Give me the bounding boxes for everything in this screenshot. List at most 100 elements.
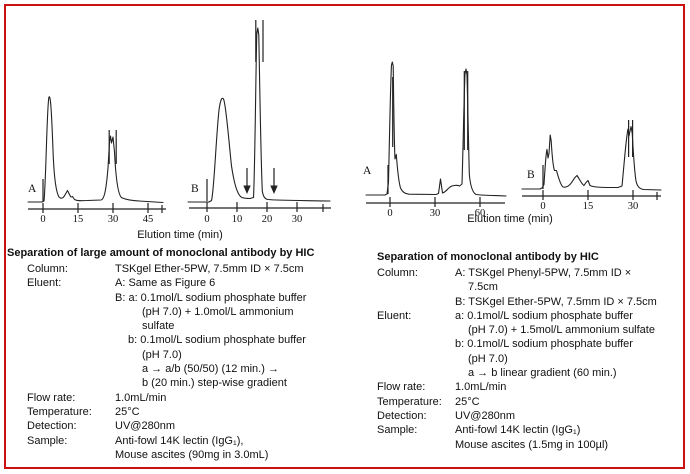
trace-path [187,27,331,203]
caption-title-left: Separation of large amount of monoclonal… [7,247,315,259]
spec-row: b (20 min.) step-wise gradient [27,376,357,390]
elution-time-axis-label-left: Elution time (min) [137,229,223,241]
spec-row: (pH 7.0) [377,352,683,366]
caption-specs-right: Column: A: TSKgel Phenyl-5PW, 7.5mm ID × … [377,266,683,452]
x-axis [28,203,166,213]
spec-label [27,376,115,390]
spec-label [377,352,455,366]
spec-value: 25°C [115,405,140,418]
spec-value: UV@280nm [455,409,516,422]
spec-row: a → a/b (50/50) (12 min.) → [27,362,357,376]
elution-time-axis-label-right: Elution time (min) [467,213,553,225]
spec-row: Detection: UV@280nm [377,409,683,423]
spec-value: b (20 min.) step-wise gradient [142,377,287,390]
spec-value: A: Same as Figure 6 [115,277,216,290]
x-tick-label: 15 [73,214,84,225]
spec-label [377,280,455,294]
trace-path [365,61,507,197]
injection-and-offscale-marks [542,120,634,189]
caption-title-right: Separation of monoclonal antibody by HIC [377,251,599,263]
spec-row: B: TSKgel Ether-5PW, 7.5mm ID × 7.5cm [377,295,683,309]
trace-path [27,96,164,204]
spec-value: Mouse ascites (1.5mg in 100µl) [455,438,609,451]
x-tick-label: 20 [262,214,273,225]
spec-label [377,366,455,380]
spec-value: Mouse ascites (90mg in 3.0mL) [115,448,269,461]
chromatogram-right-a: A 0 30 60 [363,61,507,219]
x-tick-label: 0 [40,214,45,225]
injection-and-offscale-marks [206,20,264,201]
caption-specs-left: Column: TSKgel Ether-5PW, 7.5mm ID × 7.5c… [27,262,357,462]
spec-value: TSKgel Ether-5PW, 7.5mm ID × 7.5cm [115,263,304,275]
down-arrow-head [270,185,278,194]
x-tick-label: 30 [108,214,119,225]
chromatogram-left-a: A 0 15 30 45 [27,96,166,225]
spec-value: (pH 7.0) + 1.5mol/L ammonium sulfate [468,324,655,337]
panel-label: A [363,165,372,177]
spec-value: (pH 7.0) [468,352,508,365]
injection-and-offscale-marks [387,71,469,194]
spec-label [27,291,115,305]
spec-value: (pH 7.0) [142,348,182,361]
spec-value: UV@280nm [115,420,176,433]
chromatogram-left-b: B 0 10 20 30 [187,20,331,225]
panel-label: A [28,183,37,195]
spec-row: Column: A: TSKgel Phenyl-5PW, 7.5mm ID × [377,266,683,280]
spec-label [27,319,115,333]
spec-value: 25°C [455,395,480,408]
spec-label [27,348,115,362]
x-tick-label: 10 [232,214,243,225]
x-axis [522,190,661,200]
down-arrow-head [243,185,251,194]
spec-label: Sample: [377,424,418,437]
spec-value: B: TSKgel Ether-5PW, 7.5mm ID × 7.5cm [455,295,657,308]
spec-label [27,448,115,462]
spec-row: (pH 7.0) + 1.5mol/L ammonium sulfate [377,323,683,337]
spec-row: b: 0.1mol/L sodium phosphate buffer [377,337,683,351]
spec-label: Sample: [27,434,68,447]
spec-value: B: a: 0.1mol/L sodium phosphate buffer [115,291,307,304]
x-tick-label: 45 [143,214,154,225]
spec-value: 1.0mL/min [115,391,167,404]
spec-label: Eluent: [27,277,62,290]
x-tick-label: 0 [540,201,545,212]
down-arrow-shafts [246,168,275,187]
spec-label: Flow rate: [377,381,426,394]
spec-row: Mouse ascites (90mg in 3.0mL) [27,448,357,462]
spec-label: Column: [377,267,418,279]
x-tick-label: 30 [292,214,303,225]
x-tick-label: 0 [204,214,209,225]
spec-label: Eluent: [377,309,412,322]
spec-label: Column: [27,263,68,275]
spec-label [27,305,115,319]
panel-label: B [527,169,535,181]
spec-row: Mouse ascites (1.5mg in 100µl) [377,438,683,452]
x-tick-label: 30 [628,201,639,212]
spec-value: b: 0.1mol/L sodium phosphate buffer [455,338,633,351]
spec-row: 7.5cm [377,280,683,294]
spec-row: a → b linear gradient (60 min.) [377,366,683,380]
spec-label: Flow rate: [27,391,76,404]
x-tick-label: 15 [583,201,594,212]
injection-and-offscale-marks [42,130,117,202]
spec-row: Eluent: A: Same as Figure 6 [27,276,357,290]
spec-row: Flow rate: 1.0mL/min [377,380,683,394]
spec-row: Temperature: 25°C [377,395,683,409]
spec-row: Detection: UV@280nm [27,419,357,433]
spec-value: (pH 7.0) + 1.0mol/L ammonium [142,305,294,318]
spec-row: Column: TSKgel Ether-5PW, 7.5mm ID × 7.5c… [27,262,357,276]
spec-value: a: 0.1mol/L sodium phosphate buffer [455,309,633,322]
spec-value: sulfate [142,320,175,333]
spec-row: Sample: Anti-fowl 14K lectin (IgG₁) [377,423,683,437]
spec-row: b: 0.1mol/L sodium phosphate buffer [27,333,357,347]
spec-row: (pH 7.0) [27,348,357,362]
spec-label: Temperature: [27,405,92,418]
spec-label [377,438,455,452]
spec-label [377,337,455,351]
spec-value: a → b linear gradient (60 min.) [468,367,617,380]
spec-row: Eluent: a: 0.1mol/L sodium phosphate buff… [377,309,683,323]
x-tick-label: 30 [430,208,441,219]
spec-row: (pH 7.0) + 1.0mol/L ammonium [27,305,357,319]
spec-row: Flow rate: 1.0mL/min [27,391,357,405]
